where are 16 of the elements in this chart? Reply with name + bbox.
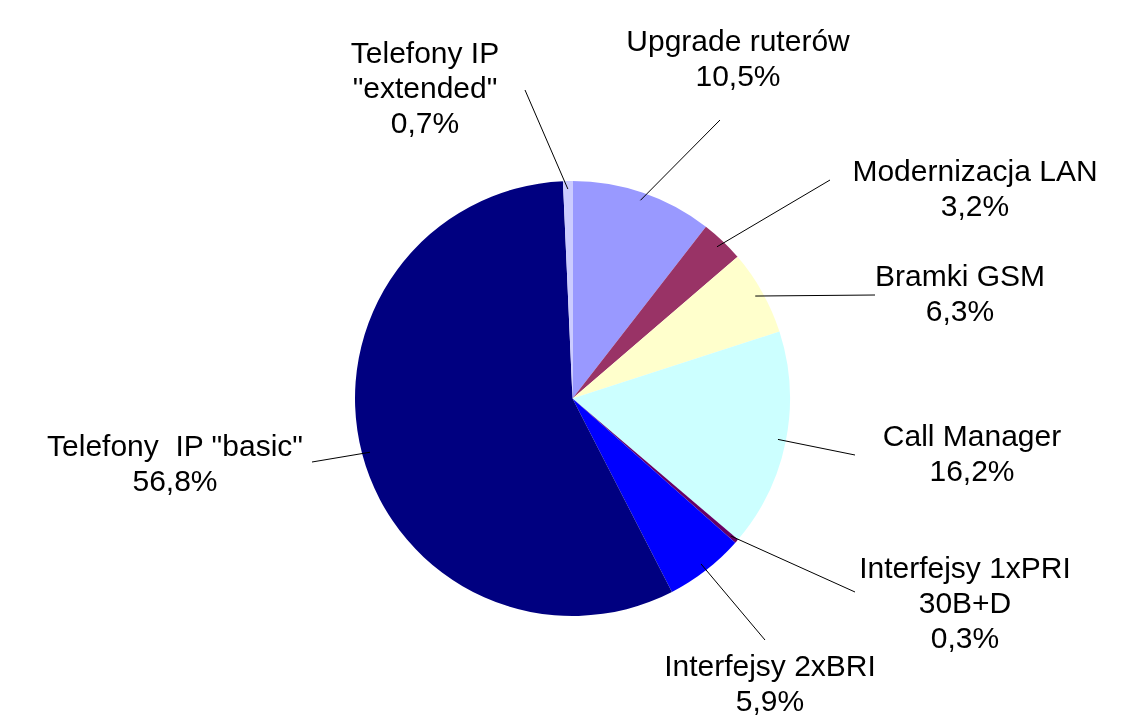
data-label: 3,2% bbox=[940, 188, 1010, 222]
slice-label: Interfejsy 2xBRI bbox=[664, 648, 876, 682]
data-label: 5,9% bbox=[735, 683, 805, 717]
slice-label: Upgrade ruterów bbox=[626, 23, 851, 57]
data-label: 16,2% bbox=[929, 453, 1015, 487]
slice-label: Modernizacja LAN bbox=[852, 153, 1098, 187]
slice-label: Call Manager bbox=[882, 418, 1062, 452]
data-label: 6,3% bbox=[925, 293, 995, 327]
slice-label: Telefony IP "basic" bbox=[47, 428, 303, 462]
data-label: 0,3% bbox=[930, 621, 1000, 655]
data-label: 56,8% bbox=[132, 463, 218, 497]
slice-label: Bramki GSM bbox=[874, 258, 1046, 292]
slice-label: Telefony IP "extended" bbox=[350, 36, 500, 105]
data-label: 0,7% bbox=[390, 106, 460, 140]
data-label: 10,5% bbox=[695, 58, 781, 92]
slice-label: Interfejsy 1xPRI 30B+D bbox=[859, 551, 1071, 620]
